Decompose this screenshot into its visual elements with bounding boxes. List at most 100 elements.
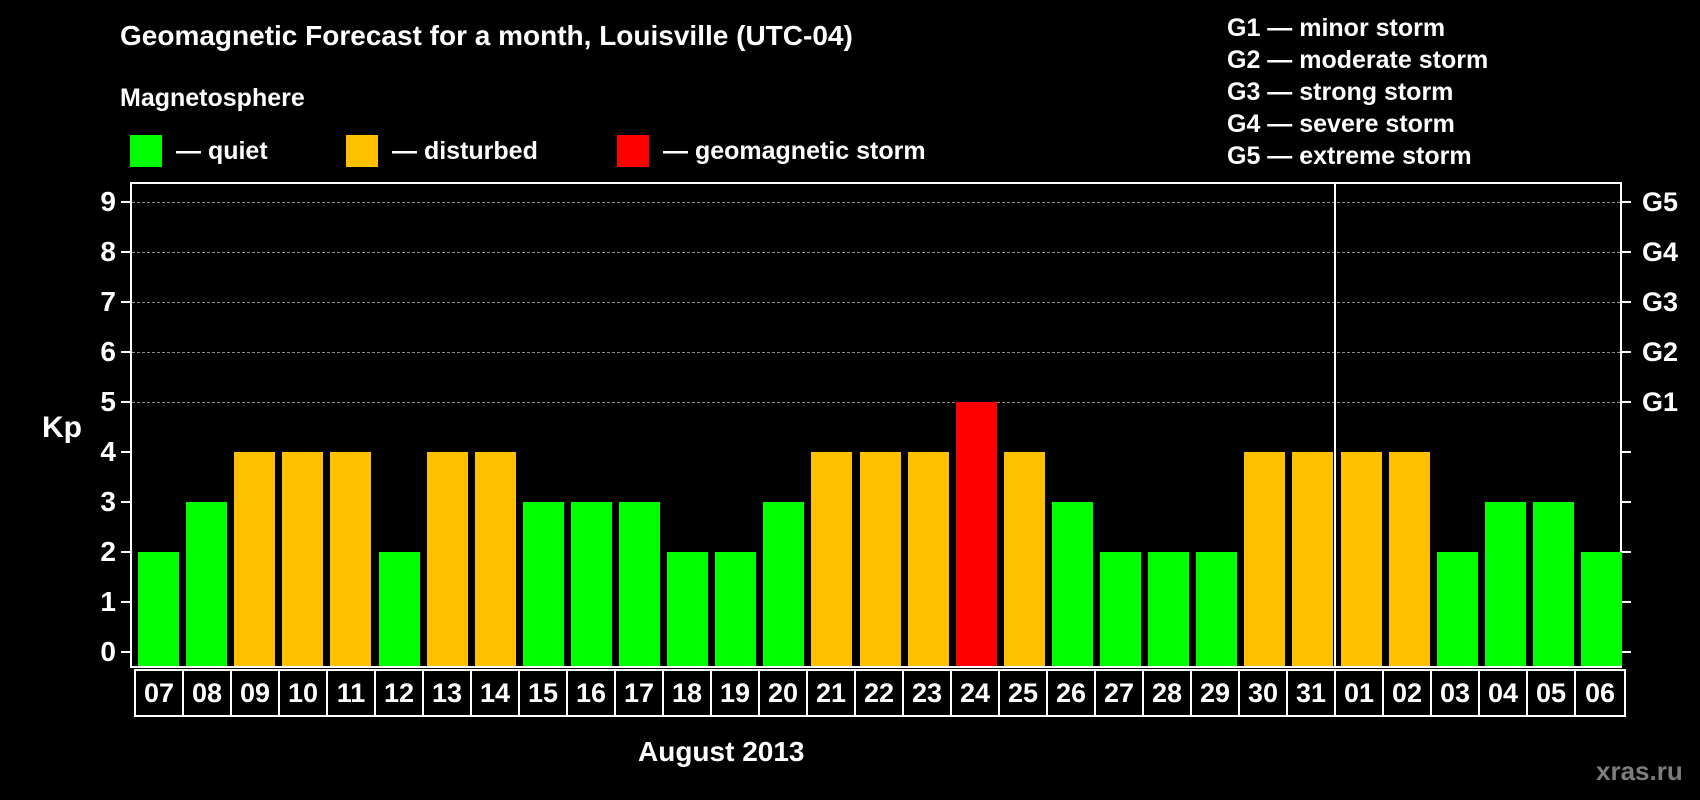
date-cell: 17 (616, 671, 664, 715)
y-tick (121, 551, 130, 553)
y-tick (121, 201, 130, 203)
g-level-label: G3 (1642, 287, 1679, 317)
y-tick-label: 1 (100, 586, 116, 617)
y-tick (121, 601, 130, 603)
bar-03 (1436, 552, 1478, 666)
date-cell: 03 (1432, 671, 1480, 715)
legend-item: — geomagnetic storm (617, 135, 926, 167)
y-tick-right (1622, 451, 1631, 453)
g-scale-item: G1 — minor storm (1227, 14, 1446, 42)
gridline (132, 352, 1620, 353)
bar-07 (138, 552, 179, 666)
chart-title: Geomagnetic Forecast for a month, Louisv… (120, 20, 853, 51)
bar-26 (1051, 502, 1093, 666)
bar-30 (1244, 452, 1286, 666)
y-tick-right (1622, 501, 1631, 503)
bar-12 (378, 552, 420, 666)
bar-16 (570, 502, 612, 666)
date-cell: 12 (376, 671, 424, 715)
date-cell: 23 (904, 671, 952, 715)
date-cell: 21 (808, 671, 856, 715)
date-cell: 20 (760, 671, 808, 715)
y-tick-label: 3 (100, 486, 116, 517)
bar-23 (907, 452, 949, 666)
y-tick-right (1622, 201, 1631, 203)
date-cell: 16 (568, 671, 616, 715)
bar-10 (282, 452, 324, 666)
date-cell: 04 (1480, 671, 1528, 715)
y-tick-label: 5 (100, 386, 116, 417)
g-level-label: G2 (1642, 337, 1679, 367)
legend-swatch (617, 135, 649, 167)
bar-24 (955, 402, 997, 666)
y-tick (121, 501, 130, 503)
y-tick-label: 6 (100, 336, 116, 367)
bar-06 (1581, 552, 1622, 666)
y-tick-right (1622, 601, 1631, 603)
date-cell: 18 (664, 671, 712, 715)
date-cell: 29 (1192, 671, 1240, 715)
g-scale-item: G5 — extreme storm (1227, 142, 1472, 170)
gridline (132, 302, 1620, 303)
bar-05 (1532, 502, 1574, 666)
y-tick (121, 251, 130, 253)
y-tick (121, 351, 130, 353)
date-cell: 31 (1288, 671, 1336, 715)
y-axis-label: Kp (42, 411, 82, 444)
y-tick-right (1622, 551, 1631, 553)
legend-label: — geomagnetic storm (663, 136, 926, 165)
month-divider (1334, 183, 1336, 667)
y-tick-label: 9 (100, 186, 116, 217)
bar-13 (426, 452, 468, 666)
date-cell: 28 (1144, 671, 1192, 715)
y-tick-right (1622, 351, 1631, 353)
legend-swatch (130, 135, 162, 167)
bar-28 (1148, 552, 1190, 666)
y-tick-label: 0 (100, 636, 116, 667)
date-cell: 15 (520, 671, 568, 715)
bar-20 (763, 502, 805, 666)
date-cell: 26 (1048, 671, 1096, 715)
y-tick (121, 451, 130, 453)
bar-08 (186, 502, 228, 666)
g-level-label: G1 (1642, 387, 1679, 417)
y-tick-label: 2 (100, 536, 116, 567)
date-axis: 07 08 09 10 11 12 13 14 15 16 17 18 19 20 21 22 23 24 25 26… (134, 669, 1626, 717)
date-cell: 10 (280, 671, 328, 715)
plot-area (130, 182, 1622, 668)
bar-15 (522, 502, 564, 666)
date-cell: 02 (1384, 671, 1432, 715)
legend-item: — disturbed (346, 135, 538, 167)
date-cell: 13 (424, 671, 472, 715)
bar-01 (1340, 452, 1382, 666)
y-tick-label: 4 (100, 436, 116, 467)
bar-25 (1003, 452, 1045, 666)
bar-31 (1292, 452, 1334, 666)
date-cell: 01 (1336, 671, 1384, 715)
date-cell: 08 (184, 671, 232, 715)
g-scale-item: G3 — strong storm (1227, 78, 1454, 106)
y-tick-label: 7 (100, 286, 116, 317)
legend-label: — disturbed (392, 136, 538, 165)
date-cell: 22 (856, 671, 904, 715)
date-cell: 24 (952, 671, 1000, 715)
legend-label: — quiet (176, 136, 268, 165)
date-cell: 09 (232, 671, 280, 715)
bar-29 (1196, 552, 1238, 666)
bar-21 (811, 452, 853, 666)
y-tick (121, 651, 130, 653)
gridline (132, 402, 1620, 403)
date-cell: 25 (1000, 671, 1048, 715)
g-level-label: G4 (1642, 237, 1679, 267)
x-axis-label: August 2013 (638, 736, 805, 767)
bar-22 (859, 452, 901, 666)
legend-item: — quiet (130, 135, 268, 167)
watermark: xras.ru (1596, 756, 1683, 786)
bar-14 (474, 452, 516, 666)
y-tick-right (1622, 301, 1631, 303)
gridline (132, 252, 1620, 253)
date-cell: 06 (1584, 677, 1616, 708)
bar-04 (1484, 502, 1526, 666)
bar-02 (1388, 452, 1430, 666)
y-tick (121, 401, 130, 403)
